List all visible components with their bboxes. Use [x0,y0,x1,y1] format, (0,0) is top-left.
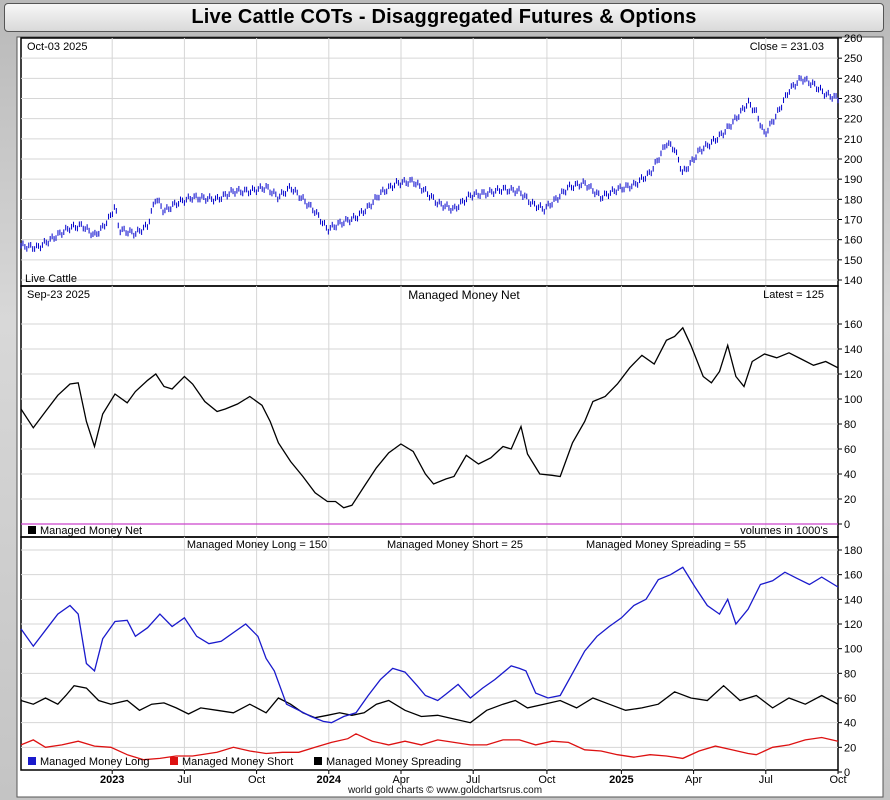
y-tick-label-components: 0 [844,767,850,779]
footer-credit: world gold charts © www.goldchartsrus.co… [347,785,543,796]
y-tick-label-net: 20 [844,494,856,506]
y-tick-label-net: 160 [844,319,862,331]
x-tick-label: Apr [392,774,409,786]
net-series-line [20,326,839,509]
net-units-label: volumes in 1000's [740,525,828,537]
y-tick-label-components: 60 [844,693,856,705]
y-tick-label-net: 60 [844,444,856,456]
net-latest-label: Latest = 125 [763,289,824,301]
y-tick-label-net: 0 [844,519,850,531]
y-tick-label-net: 80 [844,419,856,431]
net-panel-title: Managed Money Net [408,288,520,302]
legend-swatch-1 [170,757,178,765]
x-tick-label: Jul [466,774,480,786]
y-tick-label-price: 250 [844,53,862,65]
legend-label-2: Managed Money Spreading [326,756,461,768]
y-tick-label-price: 150 [844,255,862,267]
y-tick-label-components: 20 [844,742,856,754]
short-header-label: Managed Money Short = 25 [387,539,523,551]
chart-title: Live Cattle COTs - Disaggregated Futures… [191,6,697,28]
x-tick-label: Oct [829,774,846,786]
spreading-header-label: Managed Money Spreading = 55 [586,539,746,551]
y-tick-label-net: 120 [844,369,862,381]
y-tick-label-price: 190 [844,174,862,186]
x-tick-label: 2024 [317,774,342,786]
y-tick-label-price: 140 [844,275,862,287]
y-tick-label-components: 40 [844,718,856,730]
y-tick-label-price: 170 [844,215,862,227]
y-tick-label-price: 230 [844,94,862,106]
y-tick-label-price: 180 [844,194,862,206]
x-tick-label: 2025 [609,774,633,786]
y-tick-label-net: 100 [844,394,862,406]
net-legend-label: Managed Money Net [40,525,142,537]
x-tick-label: Apr [685,774,702,786]
y-tick-label-price: 220 [844,114,862,126]
y-tick-label-price: 210 [844,134,862,146]
spreading-series-line [20,684,839,724]
y-tick-label-components: 80 [844,668,856,680]
legend-label-1: Managed Money Short [182,756,293,768]
y-tick-label-components: 120 [844,619,862,631]
y-tick-label-components: 140 [844,594,862,606]
y-tick-label-net: 40 [844,469,856,481]
chart-title-bar: Live Cattle COTs - Disaggregated Futures… [4,3,884,32]
net-legend-swatch [28,526,36,534]
price-corner-label: Live Cattle [25,273,77,285]
chart-background [16,36,884,798]
y-tick-label-components: 160 [844,570,862,582]
x-tick-label: Oct [248,774,265,786]
net-date-label: Sep-23 2025 [27,289,90,301]
y-tick-label-components: 180 [844,545,862,557]
price-latest-label: Close = 231.03 [750,41,824,53]
y-tick-label-components: 100 [844,644,862,656]
x-tick-label: Oct [538,774,555,786]
price-date-label: Oct-03 2025 [27,41,88,53]
panel-frame-components [20,536,839,771]
long-series-line [20,566,839,724]
short-series-line [20,733,839,761]
y-tick-label-net: 140 [844,344,862,356]
x-tick-label: Jul [759,774,773,786]
y-tick-label-price: 260 [844,33,862,45]
y-tick-label-price: 200 [844,154,862,166]
x-tick-label: 2023 [100,774,124,786]
y-tick-label-price: 160 [844,235,862,247]
legend-swatch-2 [314,757,322,765]
long-header-label: Managed Money Long = 150 [187,539,327,551]
x-tick-label: Jul [177,774,191,786]
y-tick-label-price: 240 [844,73,862,85]
legend-swatch-0 [28,757,36,765]
legend-label-0: Managed Money Long [40,756,149,768]
